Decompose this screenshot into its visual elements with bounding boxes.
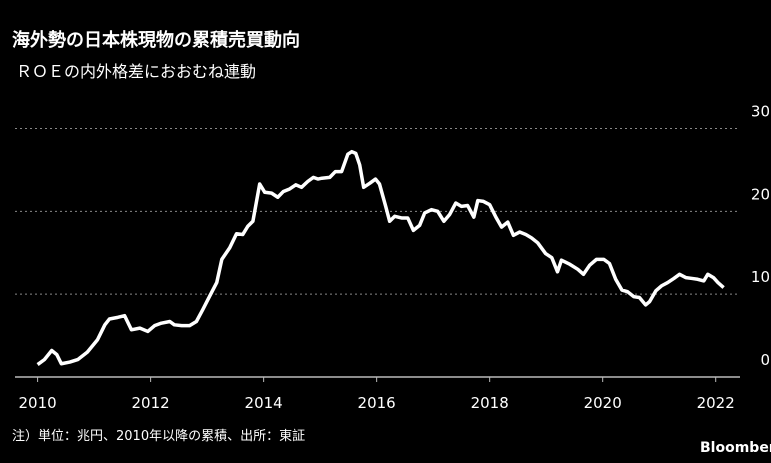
x-tick-label: 2022 xyxy=(697,394,735,412)
chart-subtitle: ＲＯＥの内外格差におおむね連動 xyxy=(16,62,256,81)
chart-title: 海外勢の日本株現物の累積売買動向 xyxy=(12,29,300,51)
y-tick-label: 20 xyxy=(751,185,770,203)
source: Bloomberg xyxy=(700,440,771,456)
data-line xyxy=(36,149,725,366)
note: 注）単位：兆円、2010年以降の累積、出所：東証 xyxy=(12,428,305,444)
x-tick-label: 2010 xyxy=(19,394,57,412)
x-tick-label: 2016 xyxy=(358,394,396,412)
x-tick-label: 2012 xyxy=(132,394,170,412)
x-tick-label: 2018 xyxy=(471,394,509,412)
x-tick-label: 2014 xyxy=(245,394,283,412)
x-tick-label: 2020 xyxy=(584,394,622,412)
y-tick-label: 30 xyxy=(751,103,770,121)
y-tick-label: 0 xyxy=(760,351,770,369)
y-tick-label: 10 xyxy=(751,268,770,286)
